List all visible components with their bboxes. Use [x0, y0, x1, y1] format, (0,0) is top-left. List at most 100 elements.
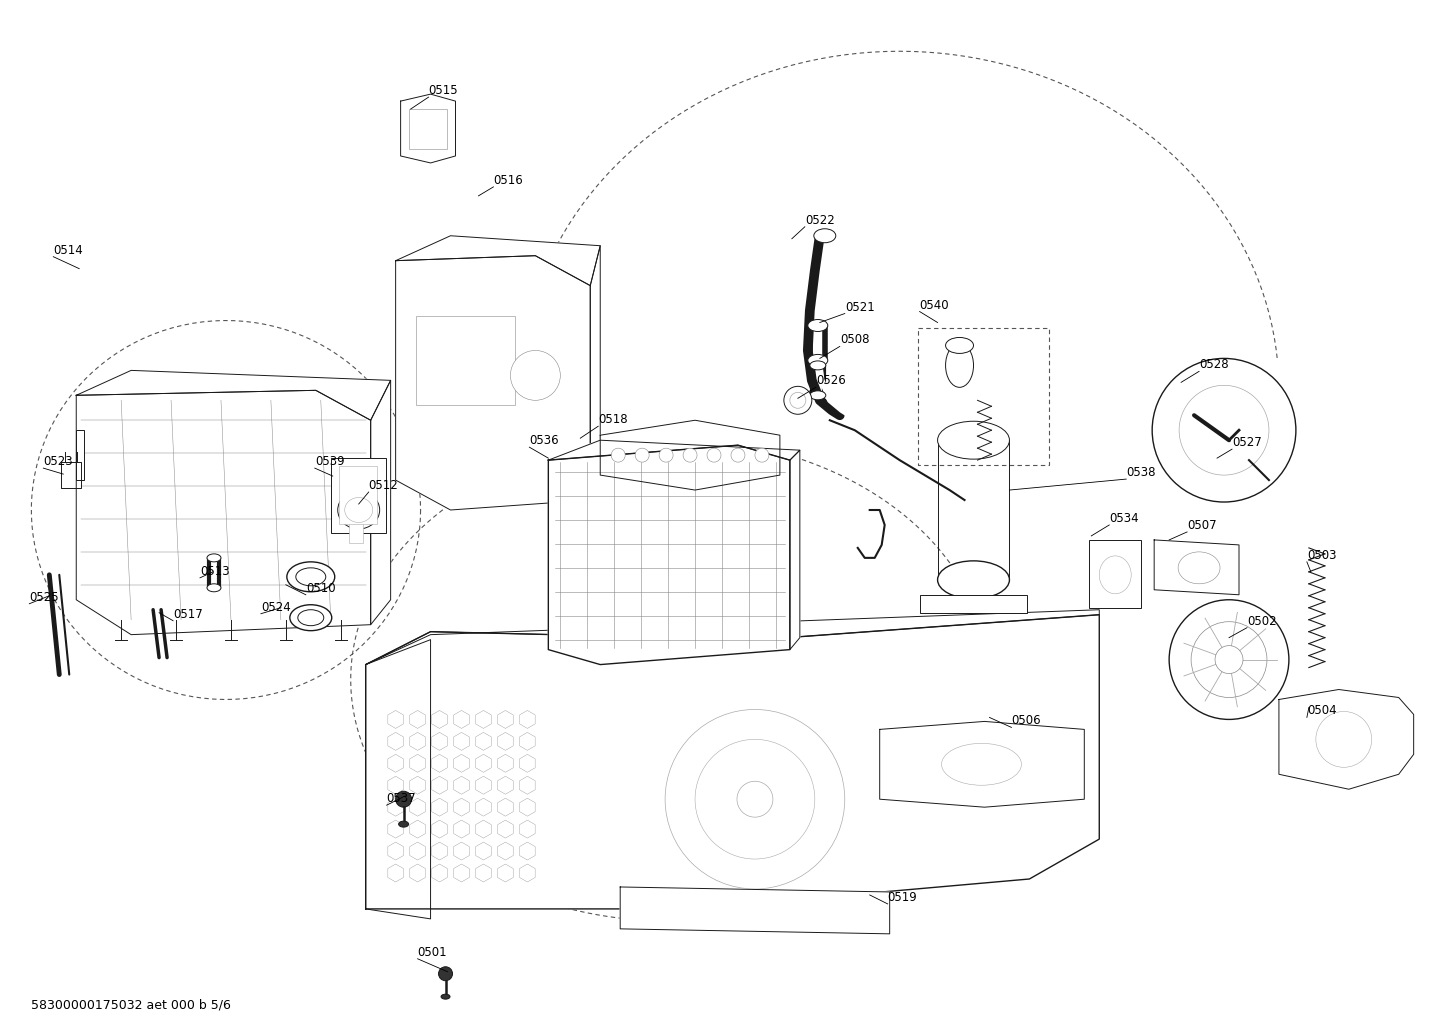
Polygon shape [790, 450, 800, 650]
Text: 0507: 0507 [1187, 519, 1217, 532]
Text: 0501: 0501 [418, 946, 447, 959]
Polygon shape [548, 440, 800, 461]
Bar [1089, 540, 1141, 607]
Text: 0518: 0518 [598, 414, 627, 426]
Circle shape [395, 791, 411, 807]
Ellipse shape [337, 491, 379, 529]
Text: 0521: 0521 [845, 301, 874, 314]
Text: 0528: 0528 [1200, 359, 1229, 371]
Text: 0519: 0519 [888, 891, 917, 904]
Text: 0512: 0512 [369, 479, 398, 492]
Polygon shape [600, 420, 780, 490]
Ellipse shape [810, 361, 826, 370]
Circle shape [1169, 600, 1289, 719]
Circle shape [684, 448, 696, 463]
Ellipse shape [946, 343, 973, 387]
Ellipse shape [942, 744, 1021, 786]
Text: 0527: 0527 [1231, 436, 1262, 449]
Text: 0539: 0539 [314, 455, 345, 468]
Ellipse shape [398, 821, 408, 827]
Ellipse shape [808, 355, 828, 367]
Circle shape [510, 351, 561, 400]
Ellipse shape [296, 568, 326, 586]
Circle shape [737, 782, 773, 817]
Text: 0526: 0526 [816, 374, 845, 387]
Circle shape [659, 448, 673, 463]
Text: 0537: 0537 [386, 792, 417, 805]
Text: 0538: 0538 [1126, 466, 1155, 479]
Text: 0525: 0525 [29, 591, 59, 603]
Bar [408, 109, 447, 149]
Ellipse shape [287, 561, 335, 592]
Ellipse shape [937, 560, 1009, 599]
Polygon shape [76, 390, 371, 635]
Bar [330, 459, 385, 533]
Ellipse shape [810, 391, 826, 399]
Circle shape [695, 740, 815, 859]
Ellipse shape [345, 497, 372, 523]
Ellipse shape [298, 609, 324, 626]
Text: 0540: 0540 [920, 299, 949, 312]
Text: 0506: 0506 [1011, 714, 1041, 728]
Text: 0523: 0523 [43, 455, 74, 468]
Polygon shape [401, 94, 456, 163]
Ellipse shape [208, 584, 221, 592]
Text: 0522: 0522 [805, 214, 835, 227]
Ellipse shape [290, 604, 332, 631]
Ellipse shape [946, 337, 973, 354]
Polygon shape [1279, 690, 1413, 790]
Text: 0536: 0536 [529, 434, 559, 447]
Polygon shape [548, 445, 790, 664]
Ellipse shape [1178, 552, 1220, 584]
Bar [76, 430, 84, 480]
Text: 0503: 0503 [1306, 549, 1337, 561]
Bar [349, 493, 363, 543]
Circle shape [1191, 622, 1268, 697]
Polygon shape [590, 246, 600, 500]
Polygon shape [395, 235, 600, 285]
Circle shape [611, 448, 626, 463]
Ellipse shape [808, 320, 828, 331]
Text: 0508: 0508 [839, 333, 870, 346]
Bar [415, 316, 515, 406]
Text: 0514: 0514 [53, 244, 84, 257]
Polygon shape [76, 370, 391, 420]
Circle shape [1152, 359, 1296, 502]
Polygon shape [371, 380, 391, 625]
Polygon shape [366, 614, 1099, 909]
Circle shape [756, 448, 769, 463]
Text: 0513: 0513 [200, 565, 229, 578]
Polygon shape [1154, 540, 1239, 595]
Text: 0515: 0515 [428, 85, 459, 97]
Polygon shape [880, 721, 1084, 807]
Text: 0534: 0534 [1109, 512, 1139, 525]
Text: 0510: 0510 [306, 582, 336, 595]
Circle shape [1216, 646, 1243, 674]
Circle shape [784, 386, 812, 415]
Circle shape [1317, 711, 1371, 767]
Text: 0524: 0524 [261, 601, 291, 613]
Circle shape [707, 448, 721, 463]
Ellipse shape [813, 229, 836, 243]
Circle shape [1180, 385, 1269, 475]
Polygon shape [366, 609, 1099, 664]
Ellipse shape [441, 995, 450, 1000]
Bar [920, 595, 1027, 612]
Ellipse shape [1099, 556, 1131, 594]
Ellipse shape [937, 421, 1009, 460]
Text: 58300000175032 aet 000 b 5/6: 58300000175032 aet 000 b 5/6 [32, 999, 231, 1012]
Bar [339, 466, 376, 524]
Circle shape [665, 709, 845, 889]
Polygon shape [620, 887, 890, 933]
Circle shape [438, 967, 453, 980]
Circle shape [790, 392, 806, 409]
Text: 0517: 0517 [173, 607, 203, 621]
Text: 0504: 0504 [1306, 704, 1337, 717]
Polygon shape [366, 640, 431, 919]
Circle shape [731, 448, 746, 463]
Ellipse shape [208, 554, 221, 561]
Text: 0502: 0502 [1247, 614, 1276, 628]
Text: 0516: 0516 [493, 174, 523, 186]
Polygon shape [395, 256, 590, 510]
Circle shape [634, 448, 649, 463]
